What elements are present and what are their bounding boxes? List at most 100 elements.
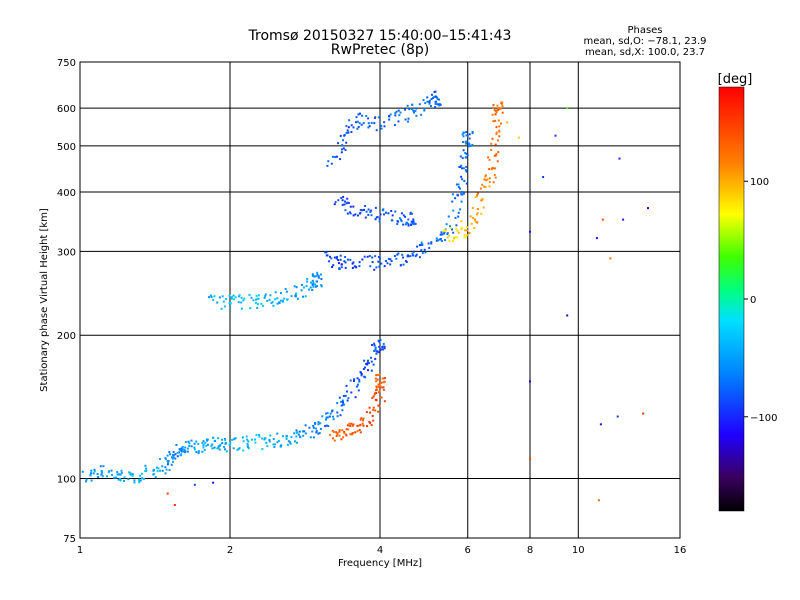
data-point	[412, 220, 415, 223]
data-point	[166, 454, 169, 457]
data-point	[481, 197, 484, 200]
data-point	[435, 100, 438, 103]
data-point	[407, 254, 410, 257]
data-point	[360, 373, 363, 376]
data-point	[303, 430, 306, 433]
data-point	[394, 210, 397, 213]
data-point	[473, 227, 476, 229]
data-point	[90, 469, 93, 472]
data-point	[168, 451, 171, 454]
data-point	[229, 443, 232, 446]
data-point	[443, 232, 446, 235]
data-point	[474, 196, 477, 199]
data-point	[402, 263, 405, 266]
data-point	[362, 417, 365, 420]
data-point	[497, 109, 500, 111]
data-point	[331, 437, 334, 440]
colorbar-tick-label: 0	[750, 295, 756, 306]
data-point	[167, 461, 170, 464]
data-point	[482, 206, 485, 209]
data-point	[325, 412, 328, 415]
data-point	[139, 474, 141, 477]
data-point	[377, 404, 380, 407]
data-point	[402, 214, 405, 217]
data-point	[171, 456, 174, 459]
data-point	[476, 192, 479, 195]
data-point	[358, 378, 361, 381]
data-point	[378, 390, 381, 393]
data-point	[325, 416, 328, 419]
data-point	[374, 116, 377, 119]
data-point	[202, 446, 205, 449]
data-point	[357, 383, 359, 386]
data-point	[345, 384, 348, 387]
data-point	[272, 304, 275, 307]
data-point	[373, 344, 376, 347]
data-point	[221, 295, 224, 298]
data-point	[397, 109, 400, 112]
data-point	[172, 454, 175, 456]
data-point	[451, 228, 453, 231]
data-point	[129, 473, 132, 476]
data-point	[460, 200, 463, 203]
data-point	[159, 458, 161, 460]
data-point	[365, 210, 368, 213]
data-point	[373, 342, 376, 345]
data-point	[491, 137, 494, 140]
data-point	[116, 471, 119, 474]
data-point	[455, 227, 458, 230]
data-point	[366, 361, 369, 364]
data-point	[517, 136, 520, 139]
data-point	[346, 201, 349, 204]
data-point	[213, 295, 216, 298]
data-point	[377, 410, 380, 413]
data-point	[333, 439, 336, 442]
data-point	[355, 121, 357, 124]
data-point	[137, 478, 140, 481]
data-point	[490, 168, 493, 171]
y-ticks: 75 100 200 300 400 500 600 750	[57, 58, 76, 545]
data-point	[383, 213, 385, 216]
data-point	[294, 440, 296, 443]
data-point	[229, 302, 232, 305]
data-point	[224, 439, 227, 442]
data-point	[212, 436, 215, 439]
y-axis-label: Stationary phase Virtual Height [km]	[39, 208, 50, 392]
data-point	[153, 468, 155, 471]
data-point	[479, 187, 482, 190]
data-point	[326, 412, 329, 415]
data-point	[90, 479, 93, 482]
data-point	[339, 158, 341, 161]
data-point	[285, 435, 288, 438]
data-point	[100, 473, 103, 476]
data-point	[336, 256, 338, 258]
data-point	[471, 143, 474, 146]
data-point	[454, 216, 457, 219]
data-point	[554, 134, 557, 137]
data-point	[384, 377, 386, 379]
data-point	[346, 129, 349, 132]
y-tick-label: 400	[57, 188, 76, 199]
data-point	[340, 197, 343, 199]
data-point	[249, 307, 252, 310]
data-point	[494, 143, 497, 146]
data-point	[388, 115, 390, 118]
data-point	[93, 468, 96, 471]
data-point	[465, 170, 468, 173]
data-point	[483, 185, 486, 188]
data-point	[219, 443, 222, 446]
data-point	[286, 298, 289, 301]
data-point	[387, 212, 390, 215]
data-point	[394, 124, 396, 126]
data-point	[410, 220, 413, 223]
data-point	[336, 155, 338, 158]
data-point	[500, 107, 503, 110]
data-point	[352, 126, 355, 129]
data-point	[404, 108, 406, 111]
data-point	[331, 266, 333, 268]
data-point	[161, 469, 164, 472]
data-point	[492, 181, 495, 184]
data-point	[410, 108, 413, 111]
data-point	[378, 217, 381, 220]
data-point	[397, 252, 400, 255]
